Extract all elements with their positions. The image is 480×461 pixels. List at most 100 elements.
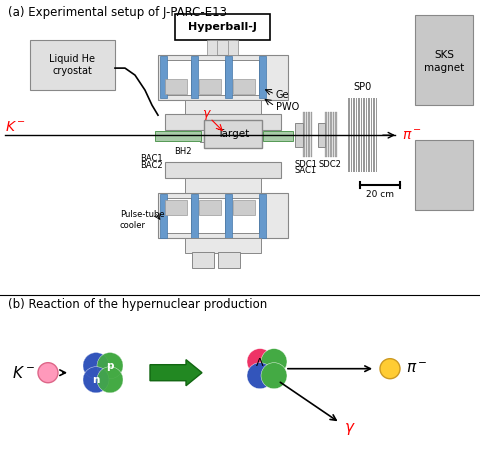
Text: p: p — [106, 361, 114, 371]
Bar — [263, 131, 293, 141]
Bar — [360, 98, 362, 172]
Text: Pulse-tube
cooler: Pulse-tube cooler — [120, 210, 165, 230]
Bar — [233, 200, 255, 215]
Circle shape — [83, 366, 109, 393]
Text: Target: Target — [217, 129, 249, 139]
Bar — [165, 200, 187, 215]
Bar — [155, 131, 201, 141]
Bar — [163, 60, 191, 95]
Bar — [318, 123, 325, 147]
Bar — [303, 112, 305, 157]
Bar — [160, 194, 167, 238]
Bar — [204, 120, 262, 148]
Text: $K^-$: $K^-$ — [5, 120, 26, 134]
Bar — [218, 252, 240, 268]
Bar — [368, 98, 370, 172]
Bar — [371, 98, 372, 172]
Text: (a) Experimental setup of J-PARC-E13: (a) Experimental setup of J-PARC-E13 — [8, 6, 227, 19]
Text: SDC2: SDC2 — [319, 160, 341, 169]
Circle shape — [83, 353, 109, 379]
Circle shape — [83, 366, 109, 393]
Bar — [192, 252, 214, 268]
Circle shape — [247, 349, 273, 375]
Text: Hyperball-J: Hyperball-J — [188, 22, 256, 32]
Circle shape — [97, 366, 123, 393]
Text: SP0: SP0 — [354, 82, 372, 92]
Bar — [207, 40, 217, 55]
Bar — [185, 238, 261, 254]
Text: SDC1: SDC1 — [295, 160, 317, 169]
Bar — [353, 98, 355, 172]
Circle shape — [380, 359, 400, 379]
Bar — [259, 194, 266, 238]
Bar — [30, 40, 115, 90]
Bar — [335, 112, 337, 157]
Circle shape — [261, 349, 287, 375]
Text: $\pi^-$: $\pi^-$ — [402, 128, 422, 142]
Bar — [330, 112, 332, 157]
Text: $K^-$: $K^-$ — [12, 365, 35, 381]
Bar — [197, 198, 225, 233]
Circle shape — [247, 363, 273, 389]
Bar — [158, 55, 288, 100]
Bar — [325, 112, 327, 157]
Bar — [191, 194, 198, 238]
Bar — [375, 98, 377, 172]
Bar — [308, 112, 310, 157]
Bar — [305, 112, 307, 157]
Text: BAC2: BAC2 — [140, 161, 163, 170]
Text: Ge: Ge — [276, 90, 289, 100]
Text: $\Lambda$: $\Lambda$ — [255, 356, 265, 368]
Circle shape — [261, 363, 287, 389]
Text: SAC1: SAC1 — [295, 166, 317, 175]
Bar — [356, 98, 357, 172]
Bar — [363, 98, 365, 172]
Text: $\pi^-$: $\pi^-$ — [406, 361, 428, 376]
Text: 20 cm: 20 cm — [366, 190, 394, 199]
Bar — [185, 100, 261, 115]
Text: $\gamma$: $\gamma$ — [202, 108, 212, 122]
Bar — [185, 178, 261, 193]
Text: BAC1: BAC1 — [140, 154, 163, 163]
Bar — [200, 130, 246, 142]
Bar — [199, 200, 221, 215]
Circle shape — [38, 363, 58, 383]
Bar — [199, 79, 221, 94]
Bar — [158, 193, 288, 238]
Circle shape — [97, 353, 123, 379]
Bar — [259, 56, 266, 98]
Text: Liquid He
cryostat: Liquid He cryostat — [49, 54, 95, 76]
Bar — [233, 79, 255, 94]
Bar — [415, 140, 473, 210]
Bar — [165, 114, 281, 130]
Bar — [225, 194, 232, 238]
Bar — [350, 98, 352, 172]
Bar — [163, 198, 191, 233]
Text: SKS: SKS — [434, 50, 454, 60]
Circle shape — [97, 353, 123, 379]
Bar — [175, 14, 270, 40]
Bar — [365, 98, 367, 172]
Text: $\gamma$: $\gamma$ — [344, 421, 356, 437]
Text: (b) Reaction of the hypernuclear production: (b) Reaction of the hypernuclear product… — [8, 298, 267, 312]
Text: n: n — [92, 375, 100, 385]
Bar — [231, 60, 259, 95]
Text: PWO: PWO — [276, 102, 299, 112]
Bar — [197, 60, 225, 95]
Bar — [165, 162, 281, 178]
Bar — [225, 56, 232, 98]
Bar — [165, 79, 187, 94]
Bar — [231, 198, 259, 233]
Bar — [295, 123, 303, 147]
Bar — [333, 112, 334, 157]
Bar — [348, 98, 349, 172]
Bar — [415, 15, 473, 105]
Bar — [311, 112, 312, 157]
Bar — [327, 112, 329, 157]
Circle shape — [83, 353, 109, 379]
Bar — [160, 56, 167, 98]
Circle shape — [97, 366, 123, 393]
Text: BH2: BH2 — [174, 147, 192, 156]
Bar — [373, 98, 374, 172]
Bar — [210, 40, 235, 55]
